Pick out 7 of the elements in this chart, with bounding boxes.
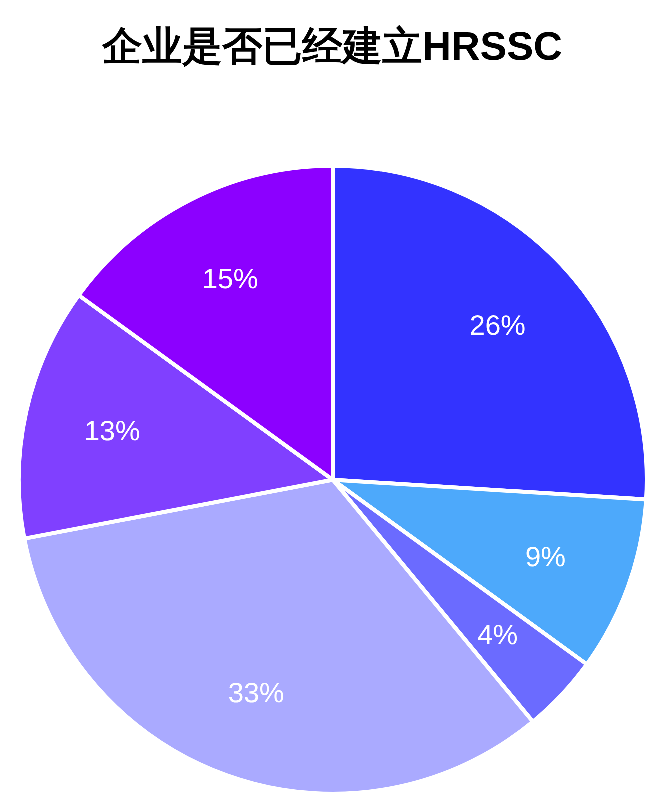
data-label: 33% (228, 678, 284, 709)
data-label: 15% (202, 263, 258, 294)
data-label: 4% (478, 620, 518, 651)
chart-title: 企业是否已经建立HRSSC (101, 25, 563, 69)
data-label: 9% (525, 541, 566, 572)
data-label: 13% (84, 415, 140, 446)
data-label: 26% (470, 310, 526, 342)
